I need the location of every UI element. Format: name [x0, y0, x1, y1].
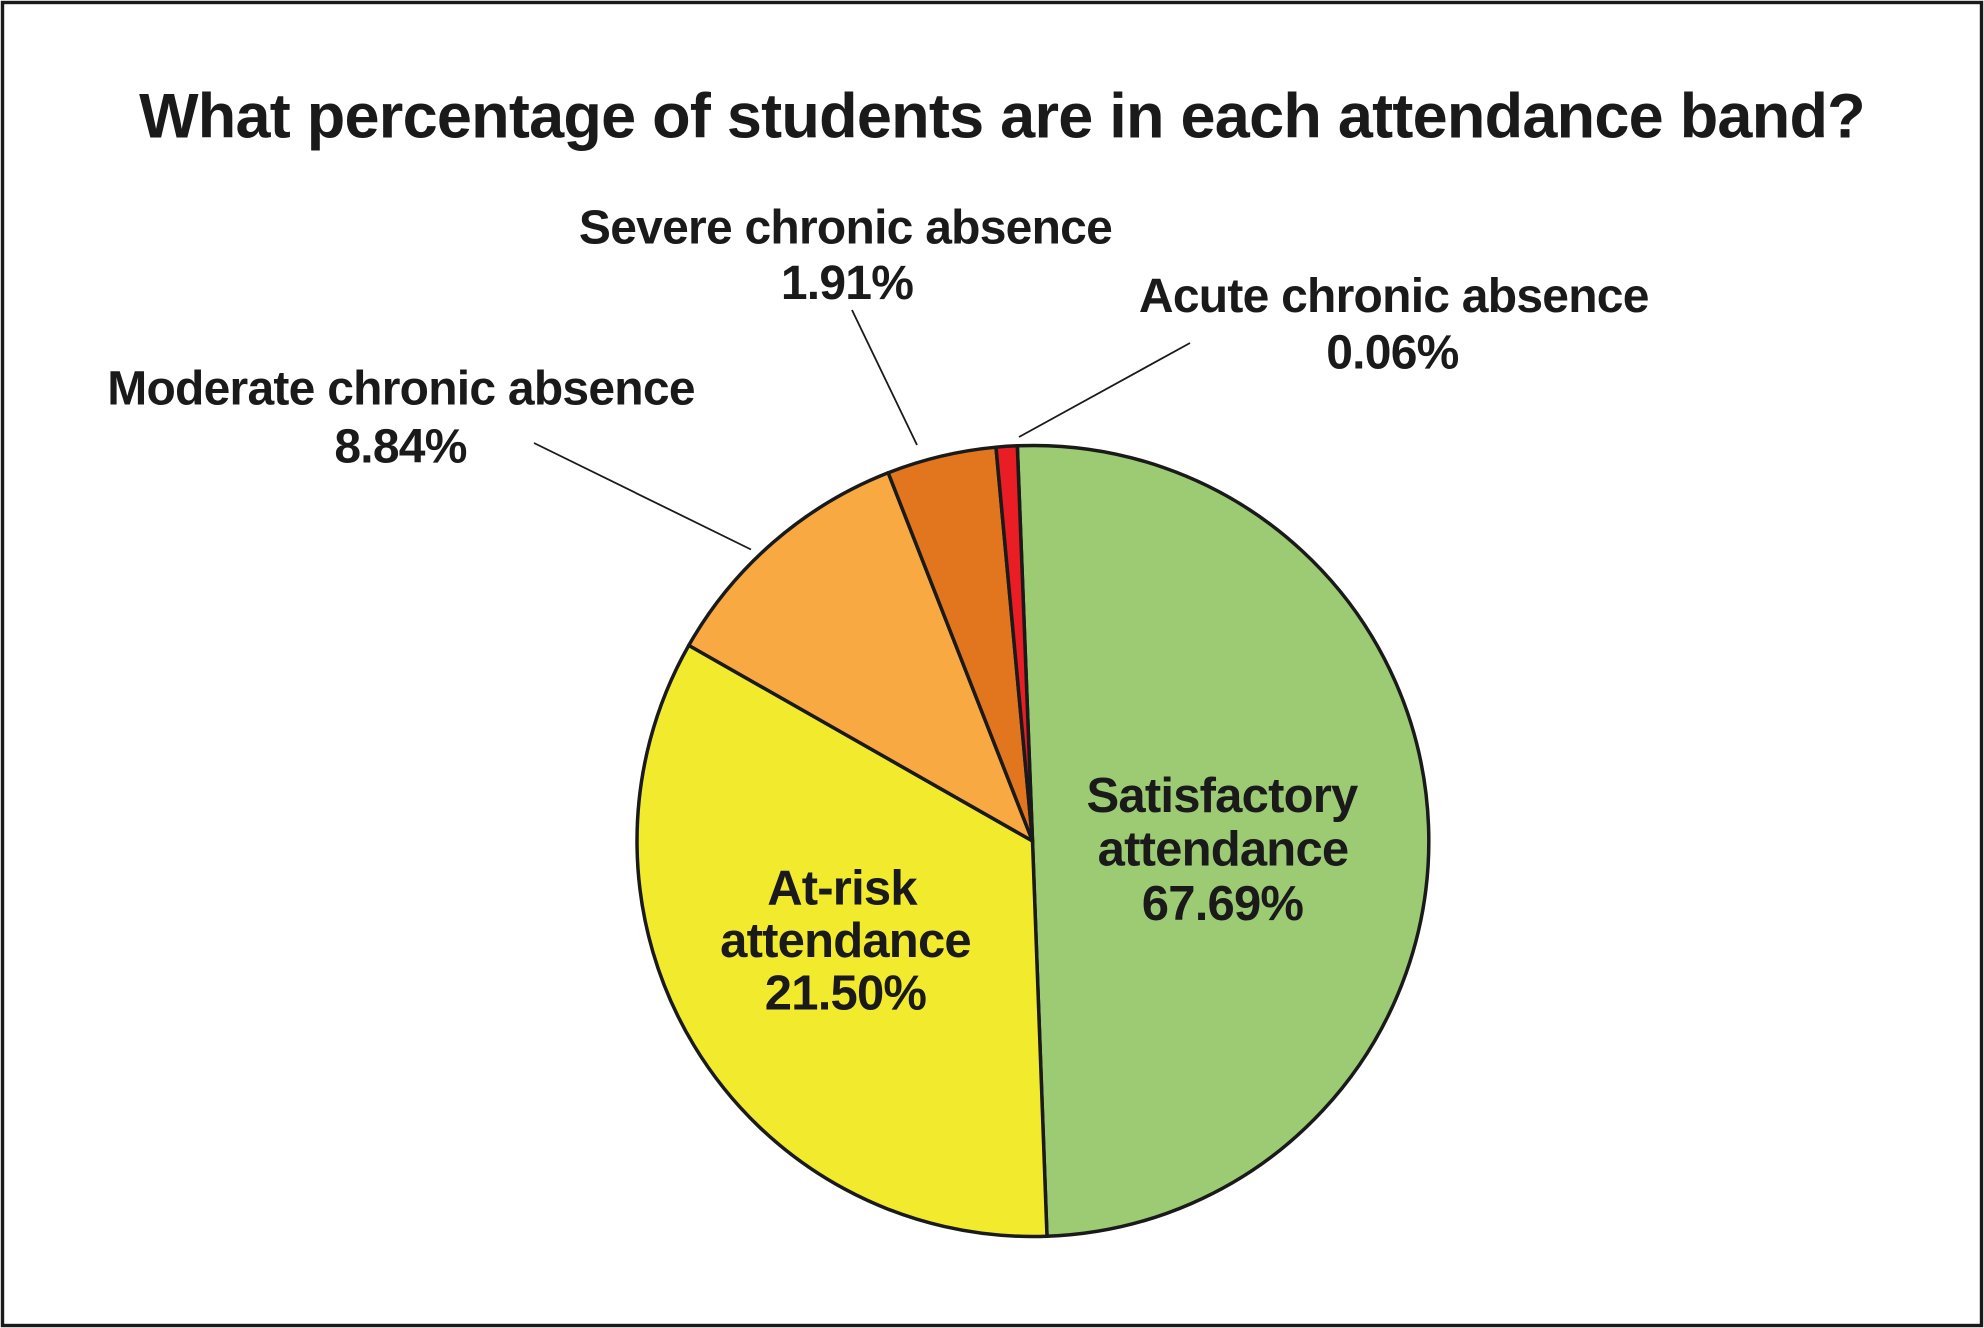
- svg-text:Satisfactory: Satisfactory: [1087, 769, 1358, 823]
- svg-text:attendance: attendance: [720, 914, 971, 968]
- svg-text:67.69%: 67.69%: [1142, 877, 1304, 931]
- svg-text:1.91%: 1.91%: [781, 257, 913, 310]
- svg-text:8.84%: 8.84%: [334, 421, 466, 474]
- svg-text:Moderate chronic absence: Moderate chronic absence: [107, 362, 695, 415]
- svg-text:21.50%: 21.50%: [765, 967, 927, 1021]
- svg-text:At-risk: At-risk: [767, 862, 918, 916]
- svg-text:0.06%: 0.06%: [1326, 327, 1458, 380]
- svg-text:Severe chronic absence: Severe chronic absence: [579, 201, 1112, 254]
- svg-text:What percentage of students ar: What percentage of students are in each …: [139, 82, 1865, 152]
- svg-text:attendance: attendance: [1098, 823, 1349, 877]
- svg-text:Acute chronic absence: Acute chronic absence: [1139, 270, 1649, 323]
